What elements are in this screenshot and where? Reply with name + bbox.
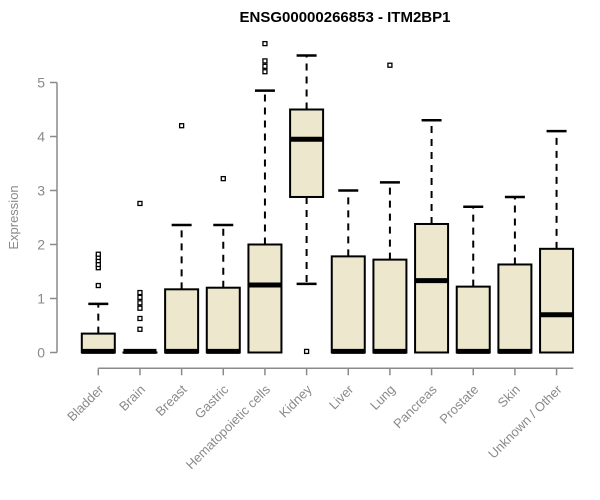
outlier-point (95, 251, 101, 257)
iqr-box (497, 263, 533, 354)
outlier-point (178, 123, 185, 129)
y-tick-label: 0 (37, 345, 45, 361)
outlier-point (95, 282, 101, 289)
y-tick-label: 2 (37, 237, 45, 253)
x-tick-label-bladder: Bladder (64, 381, 107, 424)
box-pancreas (414, 119, 450, 354)
y-tick-label: 1 (37, 291, 45, 307)
y-tick-label: 5 (37, 75, 45, 91)
box-liver (330, 189, 366, 354)
iqr-box (164, 288, 200, 354)
outlier-point (262, 40, 268, 47)
y-axis-label: Expression (6, 185, 21, 249)
x-tick-label-gastric: Gastric (192, 381, 232, 421)
x-tick-label-lung: Lung (367, 382, 398, 413)
iqr-box (372, 258, 408, 354)
x-tick-label-liver: Liver (326, 381, 357, 412)
y-axis: 0 1 2 3 4 5 (37, 75, 58, 361)
box-skin (497, 195, 533, 354)
box-lung (372, 62, 408, 354)
boxes-layer (80, 40, 575, 355)
y-tick-label: 3 (37, 183, 45, 199)
iqr-box (414, 222, 450, 354)
iqr-box (247, 243, 283, 354)
iqr-box (539, 247, 575, 354)
outlier-point (220, 175, 226, 182)
iqr-box (205, 286, 241, 354)
iqr-box (289, 108, 325, 198)
outlier-point (262, 58, 268, 64)
outlier-point (137, 289, 143, 296)
box-hematopoietic-cells (247, 40, 283, 354)
x-tick-label-pancreas: Pancreas (390, 381, 440, 431)
y-tick-label: 4 (37, 129, 45, 145)
x-tick-label-kidney: Kidney (276, 381, 315, 420)
box-kidney (289, 54, 325, 355)
outlier-point (137, 200, 143, 207)
outlier-point (137, 305, 143, 311)
outlier-point (387, 62, 393, 68)
box-prostate (455, 205, 491, 354)
chart-title: ENSG00000266853 - ITM2BP1 (240, 9, 451, 26)
outlier-point (262, 63, 268, 69)
x-tick-label-brain: Brain (116, 382, 148, 414)
x-tick-label-prostate: Prostate (437, 382, 482, 427)
outlier-point (137, 326, 143, 332)
outlier-point (137, 294, 143, 301)
outlier-point (262, 69, 268, 75)
box-bladder (80, 251, 116, 354)
box-brain (122, 200, 158, 354)
x-tick-label-breast: Breast (153, 382, 190, 419)
iqr-box (455, 285, 491, 354)
outlier-point (303, 348, 310, 355)
box-breast (164, 123, 200, 354)
x-tick-label-skin: Skin (495, 382, 523, 410)
outlier-point (137, 315, 143, 322)
iqr-box (330, 255, 366, 354)
box-unknown-other (539, 129, 575, 354)
outlier-point (137, 300, 143, 306)
box-gastric (205, 175, 241, 354)
x-tick-label-unknown-other: Unknown / Other (485, 381, 565, 461)
